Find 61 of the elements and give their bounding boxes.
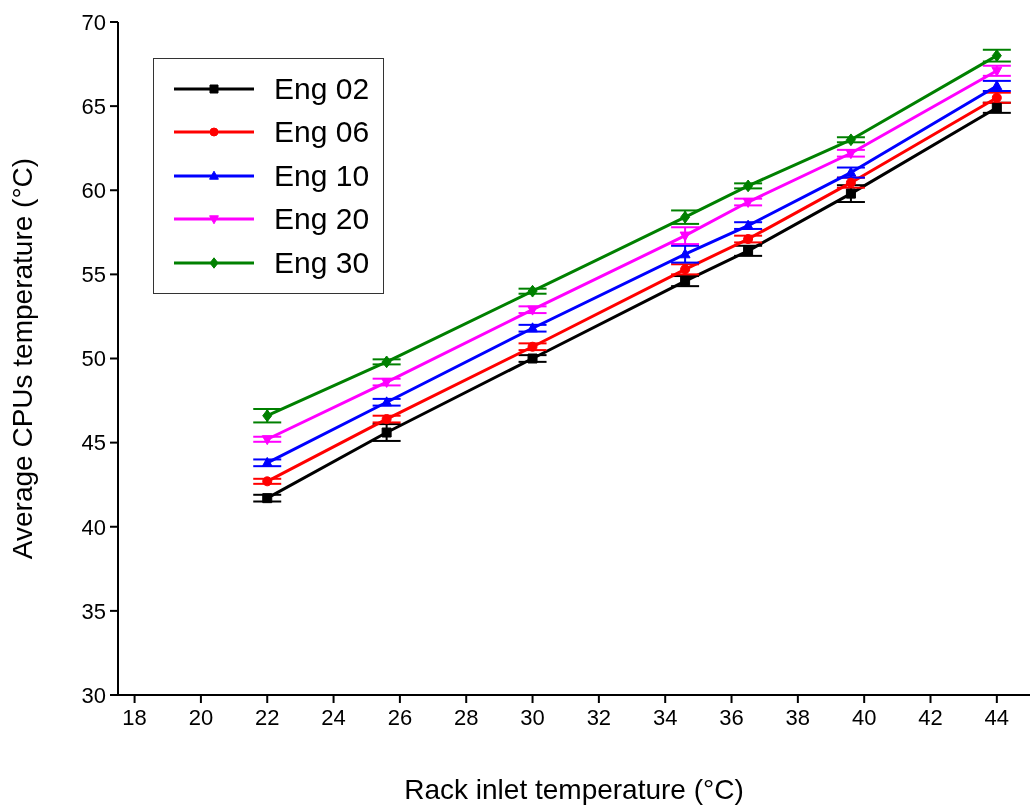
point bbox=[991, 102, 1002, 113]
point bbox=[680, 276, 691, 287]
y-tick-label: 65 bbox=[81, 93, 106, 119]
y-tick-label: 50 bbox=[81, 346, 106, 372]
point bbox=[680, 210, 691, 224]
point bbox=[991, 49, 1002, 62]
point bbox=[381, 414, 392, 425]
x-tick-label: 36 bbox=[719, 704, 744, 730]
x-tick-label: 32 bbox=[586, 704, 612, 730]
x-tick-label: 18 bbox=[122, 704, 147, 730]
point bbox=[743, 179, 754, 193]
point bbox=[527, 305, 538, 316]
y-tick-label: 55 bbox=[81, 262, 106, 288]
legend-label: Eng 20 bbox=[274, 202, 370, 237]
point bbox=[679, 231, 691, 242]
point bbox=[845, 188, 856, 199]
y-tick-label: 40 bbox=[81, 514, 106, 540]
x-tick-label: 28 bbox=[453, 704, 479, 730]
y-axis-title: Average CPUs temperature (°C) bbox=[6, 157, 38, 560]
point bbox=[527, 284, 538, 298]
point bbox=[261, 435, 273, 446]
point bbox=[991, 92, 1002, 103]
x-tick-label: 24 bbox=[321, 704, 346, 730]
x-tick-label: 20 bbox=[188, 704, 214, 730]
legend-label: Eng 06 bbox=[274, 115, 370, 150]
x-tick-label: 38 bbox=[785, 704, 811, 730]
x-tick-label: 44 bbox=[984, 704, 1010, 730]
point bbox=[381, 355, 392, 369]
point bbox=[845, 133, 856, 147]
x-tick-label: 40 bbox=[851, 704, 877, 730]
point bbox=[679, 248, 691, 259]
point bbox=[845, 177, 856, 188]
point bbox=[527, 341, 538, 352]
x-axis-title: Rack inlet temperature (°C) bbox=[404, 774, 744, 805]
x-tick-label: 34 bbox=[652, 704, 678, 730]
x-tick-label: 26 bbox=[387, 704, 413, 730]
y-tick-label: 30 bbox=[81, 682, 106, 708]
point bbox=[381, 427, 392, 438]
legend-label: Eng 10 bbox=[274, 158, 370, 193]
y-tick-label: 35 bbox=[81, 598, 106, 624]
point bbox=[261, 456, 273, 467]
point bbox=[262, 409, 273, 423]
x-tick-label: 22 bbox=[254, 704, 280, 730]
point bbox=[743, 245, 754, 256]
point bbox=[991, 66, 1003, 77]
point bbox=[527, 322, 538, 333]
point bbox=[262, 493, 273, 504]
legend-label: Eng 02 bbox=[274, 71, 370, 106]
y-tick-label: 70 bbox=[81, 9, 106, 35]
point bbox=[742, 197, 754, 208]
x-tick-label: 30 bbox=[520, 704, 545, 730]
point bbox=[527, 353, 538, 364]
point bbox=[743, 234, 754, 245]
y-tick-label: 60 bbox=[81, 178, 106, 204]
x-tick-label: 42 bbox=[918, 704, 943, 730]
point bbox=[262, 476, 273, 487]
point bbox=[742, 219, 754, 230]
legend-label: Eng 30 bbox=[274, 245, 370, 280]
point bbox=[381, 396, 393, 407]
y-tick-label: 45 bbox=[81, 430, 106, 456]
point bbox=[680, 264, 691, 275]
